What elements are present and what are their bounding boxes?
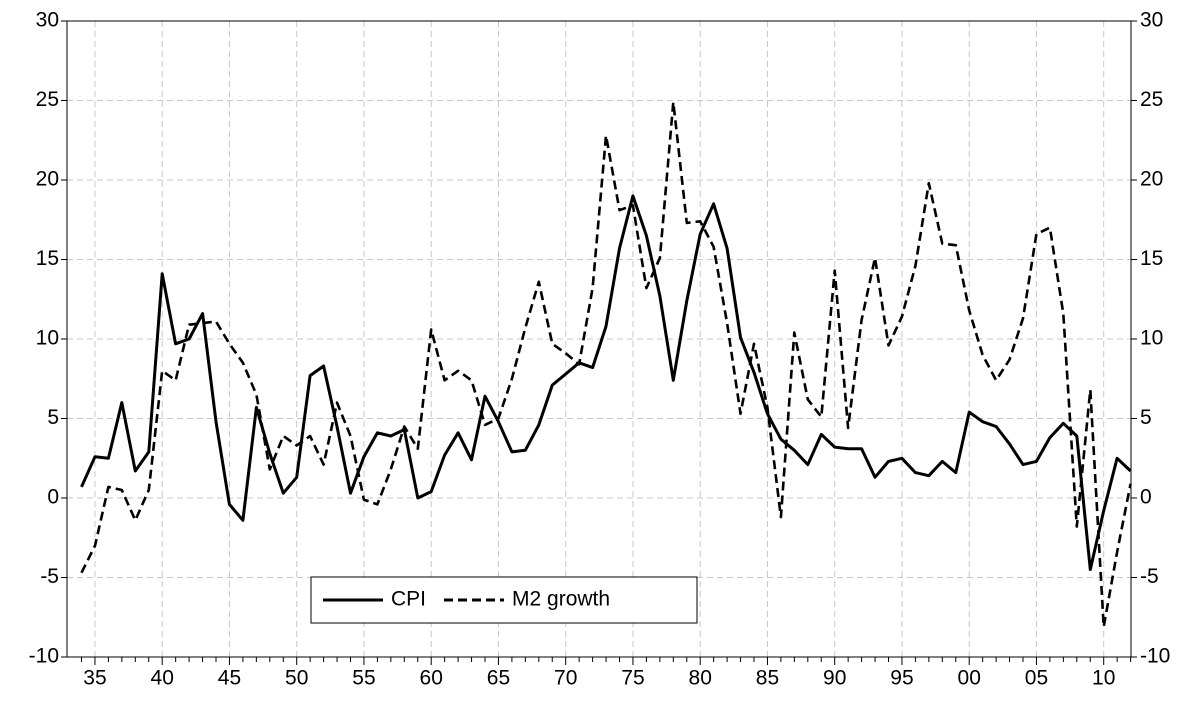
x-tick-label: 60	[420, 667, 443, 690]
y-tick-label: 5	[47, 406, 59, 429]
legend-label: M2 growth	[512, 588, 610, 611]
legend-label: CPI	[391, 588, 426, 611]
y2-tick-label: 10	[1140, 327, 1163, 350]
x-tick-label: 45	[218, 667, 241, 690]
x-tick-label: 80	[689, 667, 712, 690]
y2-tick-label: 0	[1140, 486, 1152, 509]
y2-tick-label: 20	[1140, 168, 1163, 191]
plot-frame	[66, 20, 1132, 658]
x-tick-label: 75	[621, 667, 644, 690]
y2-tick-label: 15	[1140, 247, 1163, 270]
y2-tick-label: 25	[1140, 88, 1163, 111]
legend: CPI M2 growth	[310, 576, 698, 624]
x-tick-label: 40	[151, 667, 174, 690]
y-tick-label: 10	[36, 327, 59, 350]
y2-tick-label: -5	[1140, 565, 1159, 588]
y-tick-label: 15	[36, 247, 59, 270]
series-line	[80, 100, 1132, 629]
y2-tick-label: -10	[1140, 645, 1170, 668]
y2-tick-label: 5	[1140, 406, 1152, 429]
x-tick-label: 95	[890, 667, 913, 690]
y2-tick-label: 30	[1140, 9, 1163, 32]
y-tick-label: 20	[36, 168, 59, 191]
x-tick-label: 90	[823, 667, 846, 690]
y-tick-label: -10	[29, 645, 59, 668]
x-tick-label: 55	[352, 667, 375, 690]
x-tick-label: 50	[285, 667, 308, 690]
y-tick-label: -5	[40, 565, 59, 588]
x-tick-label: 05	[1025, 667, 1048, 690]
y-tick-label: 30	[36, 9, 59, 32]
x-tick-label: 35	[83, 667, 106, 690]
x-tick-label: 00	[958, 667, 981, 690]
y-tick-label: 0	[47, 486, 59, 509]
y-tick-label: 25	[36, 88, 59, 111]
x-tick-label: 65	[487, 667, 510, 690]
x-tick-label: 10	[1092, 667, 1115, 690]
series-line	[80, 194, 1132, 571]
x-tick-label: 70	[554, 667, 577, 690]
x-tick-label: 85	[756, 667, 779, 690]
